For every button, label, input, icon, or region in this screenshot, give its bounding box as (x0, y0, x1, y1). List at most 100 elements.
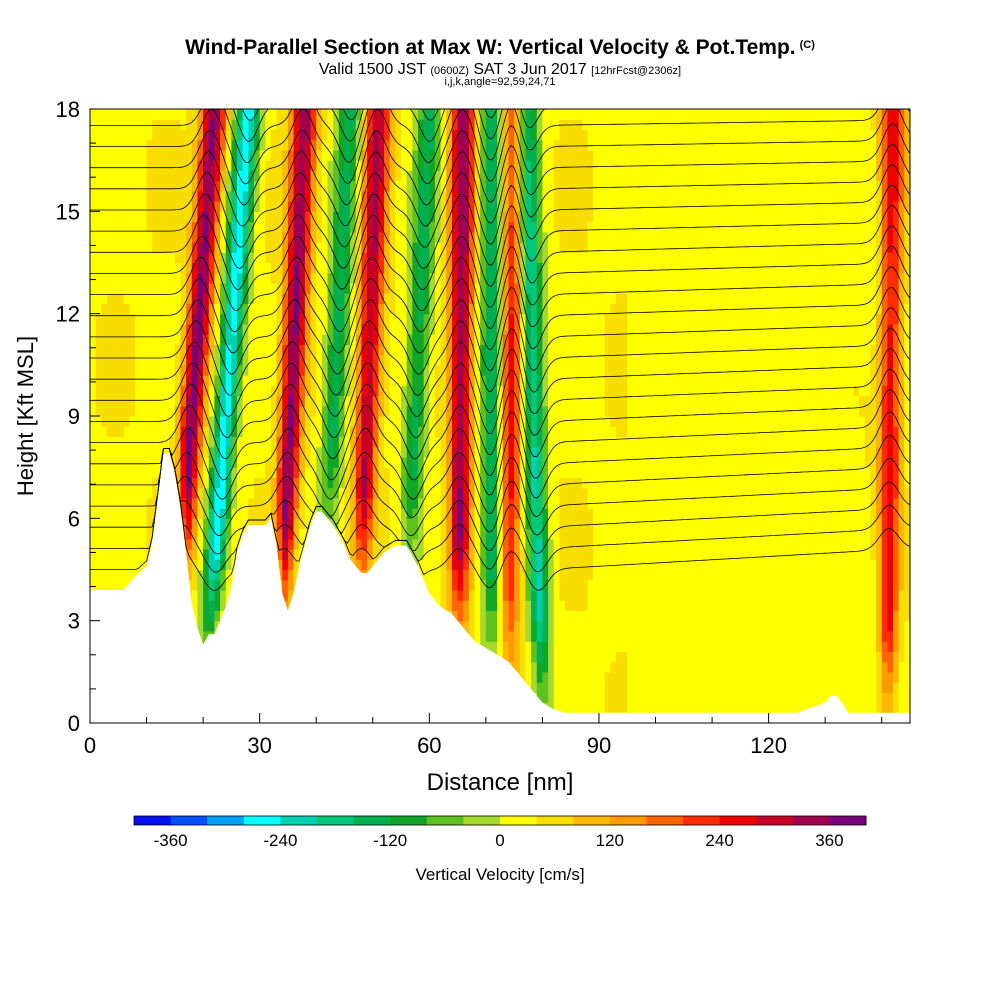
velocity-cell (548, 334, 555, 345)
velocity-cell (310, 436, 317, 448)
velocity-cell (282, 528, 289, 540)
velocity-cell (321, 221, 329, 233)
velocity-cell (214, 170, 221, 182)
velocity-cell (497, 467, 504, 478)
velocity-cell (293, 559, 300, 571)
velocity-cell (401, 242, 408, 253)
velocity-cell (214, 426, 221, 438)
velocity-cell (525, 344, 532, 356)
velocity-cell (536, 559, 544, 571)
velocity-cell (548, 661, 555, 673)
velocity-cell (270, 375, 278, 386)
velocity-cell (265, 385, 272, 397)
velocity-cell (310, 262, 317, 274)
velocity-cell (180, 508, 187, 519)
velocity-cell (304, 139, 312, 151)
velocity-cell (491, 467, 498, 478)
velocity-cell (474, 170, 481, 182)
velocity-cell (220, 559, 227, 571)
velocity-cell (372, 272, 380, 284)
velocity-cell (225, 129, 232, 141)
velocity-cell (191, 211, 199, 223)
velocity-cell (316, 149, 323, 161)
velocity-cell (480, 293, 487, 305)
velocity-cell (180, 436, 187, 448)
velocity-cell (350, 456, 357, 468)
velocity-cell (367, 344, 374, 356)
velocity-cell (395, 364, 402, 376)
velocity-cell (423, 313, 430, 325)
velocity-cell (429, 119, 436, 131)
velocity-cell (457, 456, 464, 468)
velocity-cell (321, 477, 329, 489)
velocity-cell (191, 139, 199, 151)
velocity-cell (548, 160, 555, 171)
velocity-cell (248, 272, 255, 284)
velocity-cell (338, 313, 346, 325)
velocity-cell (90, 477, 97, 489)
velocity-cell (429, 487, 436, 499)
velocity-cell (497, 303, 504, 315)
velocity-cell (418, 139, 425, 151)
velocity-cell (140, 334, 148, 345)
velocity-cell (123, 508, 131, 519)
velocity-cell (293, 426, 300, 438)
velocity-cell (446, 119, 453, 131)
velocity-cell (378, 385, 385, 397)
velocity-cell (299, 221, 306, 233)
velocity-cell (395, 272, 402, 284)
velocity-cell (384, 487, 391, 499)
velocity-cell (553, 559, 560, 571)
velocity-cell (463, 416, 470, 427)
velocity-cell (299, 231, 306, 243)
velocity-cell (480, 211, 487, 223)
velocity-cell (248, 170, 255, 182)
velocity-cell (248, 119, 255, 131)
velocity-cell (418, 303, 425, 315)
velocity-cell (191, 313, 199, 325)
velocity-cell (174, 252, 182, 264)
velocity-cell (140, 549, 148, 560)
velocity-cell (310, 426, 317, 438)
velocity-cell (90, 201, 97, 212)
velocity-cell (508, 211, 515, 223)
velocity-cell (106, 436, 114, 448)
velocity-cell (367, 385, 374, 397)
velocity-cell (169, 395, 176, 407)
velocity-cell (276, 467, 283, 478)
velocity-cell (553, 252, 560, 264)
velocity-cell (129, 446, 136, 458)
velocity-cell (163, 364, 170, 376)
velocity-cell (123, 129, 131, 141)
velocity-cell (531, 456, 538, 468)
velocity-cell (231, 262, 238, 274)
velocity-cell (338, 293, 346, 305)
velocity-cell (152, 375, 159, 386)
velocity-cell (384, 160, 391, 171)
velocity-cell (344, 211, 351, 223)
velocity-cell (440, 180, 447, 192)
velocity-cell (180, 180, 187, 192)
velocity-cell (378, 456, 385, 468)
velocity-cell (135, 467, 142, 478)
velocity-cell (412, 323, 419, 335)
velocity-cell (361, 364, 368, 376)
velocity-cell (118, 272, 125, 284)
velocity-cell (542, 405, 549, 417)
velocity-cell (157, 149, 165, 161)
velocity-cell (355, 375, 363, 386)
velocity-cell (344, 416, 351, 427)
velocity-cell (169, 272, 176, 284)
velocity-cell (384, 139, 391, 151)
velocity-cell (106, 375, 114, 386)
velocity-cell (95, 528, 102, 540)
velocity-cell (333, 405, 340, 417)
velocity-cell (231, 129, 238, 141)
velocity-cell (146, 375, 153, 386)
velocity-cell (248, 456, 255, 468)
velocity-cell (418, 211, 425, 223)
velocity-cell (497, 508, 504, 519)
velocity-cell (553, 446, 560, 458)
velocity-cell (123, 477, 131, 489)
velocity-cell (418, 538, 425, 550)
